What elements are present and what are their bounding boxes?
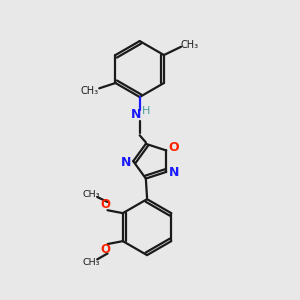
Text: CH₃: CH₃ — [81, 86, 99, 96]
Text: O: O — [100, 198, 110, 212]
Text: CH₃: CH₃ — [82, 258, 100, 267]
Text: N: N — [131, 108, 141, 121]
Text: H: H — [142, 106, 150, 116]
Text: CH₃: CH₃ — [82, 190, 100, 199]
Text: N: N — [121, 156, 131, 169]
Text: N: N — [168, 166, 179, 179]
Text: O: O — [168, 141, 179, 154]
Text: O: O — [100, 244, 110, 256]
Text: CH₃: CH₃ — [181, 40, 199, 50]
